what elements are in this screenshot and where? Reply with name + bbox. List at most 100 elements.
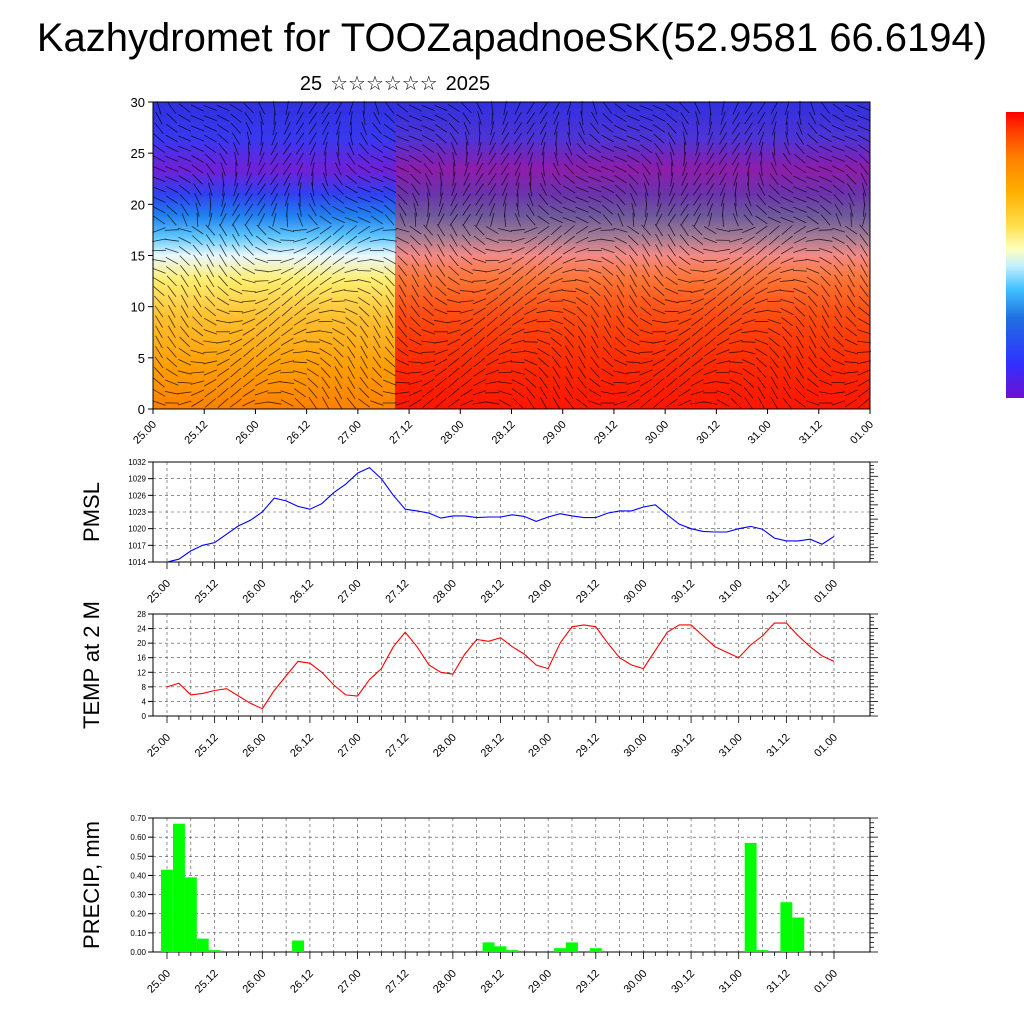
wind-barb <box>193 295 202 308</box>
wind-barb <box>729 306 742 317</box>
wind-barb <box>860 244 868 257</box>
wind-barb <box>461 357 473 368</box>
wind-barb <box>230 122 241 134</box>
wind-barb <box>563 225 575 235</box>
wind-barb <box>542 162 545 177</box>
wind-barb <box>782 163 793 175</box>
wind-barb <box>639 329 653 335</box>
x-tick-label: 01.00 <box>812 968 840 996</box>
wind-barb <box>196 212 199 227</box>
wind-barb <box>460 256 473 266</box>
wind-barb <box>730 397 742 409</box>
wind-barb <box>294 388 306 398</box>
wind-barb <box>833 264 843 277</box>
x-tick-label: 30.00 <box>622 732 650 760</box>
wind-barb <box>818 391 833 395</box>
wind-barb <box>550 225 562 236</box>
wind-barb <box>667 132 676 145</box>
wind-barb <box>190 389 205 396</box>
wind-barb <box>436 275 446 287</box>
wind-barb <box>410 244 421 257</box>
wind-barb <box>590 345 599 359</box>
wind-barb <box>229 103 243 113</box>
wind-barb <box>603 335 613 348</box>
wind-barb <box>755 245 767 256</box>
y-tick-label: 0.20 <box>130 910 146 919</box>
wind-barb <box>731 111 740 125</box>
wind-barb <box>244 223 253 237</box>
wind-barb <box>602 357 614 368</box>
wind-barb <box>155 325 163 339</box>
wind-barb <box>845 164 857 174</box>
wind-barb <box>603 325 612 339</box>
wind-barb <box>771 111 778 125</box>
wind-barb <box>254 289 269 294</box>
wind-barb <box>757 396 766 410</box>
wind-barb <box>719 132 727 145</box>
wind-barb <box>655 152 663 166</box>
wind-barb <box>831 145 846 152</box>
wind-barb <box>792 259 807 262</box>
wind-barb <box>575 287 589 295</box>
wind-barb <box>448 367 460 378</box>
wind-barb <box>693 193 702 206</box>
wind-barb <box>539 183 548 196</box>
wind-barb <box>833 194 844 206</box>
wind-barb <box>743 387 754 399</box>
wind-barb <box>844 104 858 112</box>
wind-barb <box>808 305 818 318</box>
wind-barb <box>395 227 410 233</box>
x-tick-label: 31.12 <box>765 578 793 606</box>
wind-barb <box>819 357 832 368</box>
wind-barb <box>541 172 546 187</box>
wind-barb <box>423 234 433 247</box>
wind-barb <box>526 112 536 125</box>
wind-barb <box>385 335 395 348</box>
wind-barb <box>562 206 576 213</box>
wind-barb <box>413 202 418 217</box>
wind-barb <box>626 145 640 153</box>
x-tick-label: 25.12 <box>193 578 221 606</box>
wind-barb <box>409 154 422 163</box>
wind-barb <box>539 111 548 125</box>
wind-barb <box>293 379 307 387</box>
wind-barb <box>370 155 384 163</box>
wind-barb <box>462 193 471 206</box>
wind-barb <box>628 183 638 196</box>
wind-barb <box>820 113 831 124</box>
wind-barb <box>434 308 448 315</box>
chart-subtitle: 25 ☆☆☆☆☆☆ 2025 <box>153 72 637 96</box>
wind-barb <box>257 203 266 216</box>
wind-barb <box>742 368 755 377</box>
wind-barb <box>204 388 217 398</box>
wind-barb <box>477 141 482 156</box>
wind-barb <box>295 122 305 135</box>
wind-barb <box>331 310 346 313</box>
wind-barb <box>203 125 217 132</box>
wind-barb <box>473 235 486 245</box>
wind-barb <box>525 377 537 388</box>
wind-barb <box>820 275 831 287</box>
wind-barb <box>756 366 767 379</box>
wind-barb <box>515 172 521 187</box>
wind-barb <box>242 337 255 347</box>
wind-barb <box>422 153 434 164</box>
wind-barb <box>526 132 535 145</box>
wind-barb <box>335 111 342 125</box>
wind-barb <box>358 154 370 164</box>
wind-barb <box>435 387 447 398</box>
wind-barb <box>298 202 302 217</box>
wind-barb <box>320 255 332 266</box>
wind-barb <box>818 229 833 231</box>
wind-barb <box>810 101 816 115</box>
wind-barb <box>626 389 640 397</box>
wind-barb <box>167 285 177 297</box>
wind-barb <box>831 165 845 173</box>
wind-barb <box>229 299 243 304</box>
wind-barb <box>280 360 295 365</box>
wind-barb <box>844 389 858 397</box>
wind-barb <box>373 111 381 125</box>
wind-barb <box>167 102 177 114</box>
wind-barb <box>792 270 807 272</box>
wind-barb <box>154 122 164 135</box>
